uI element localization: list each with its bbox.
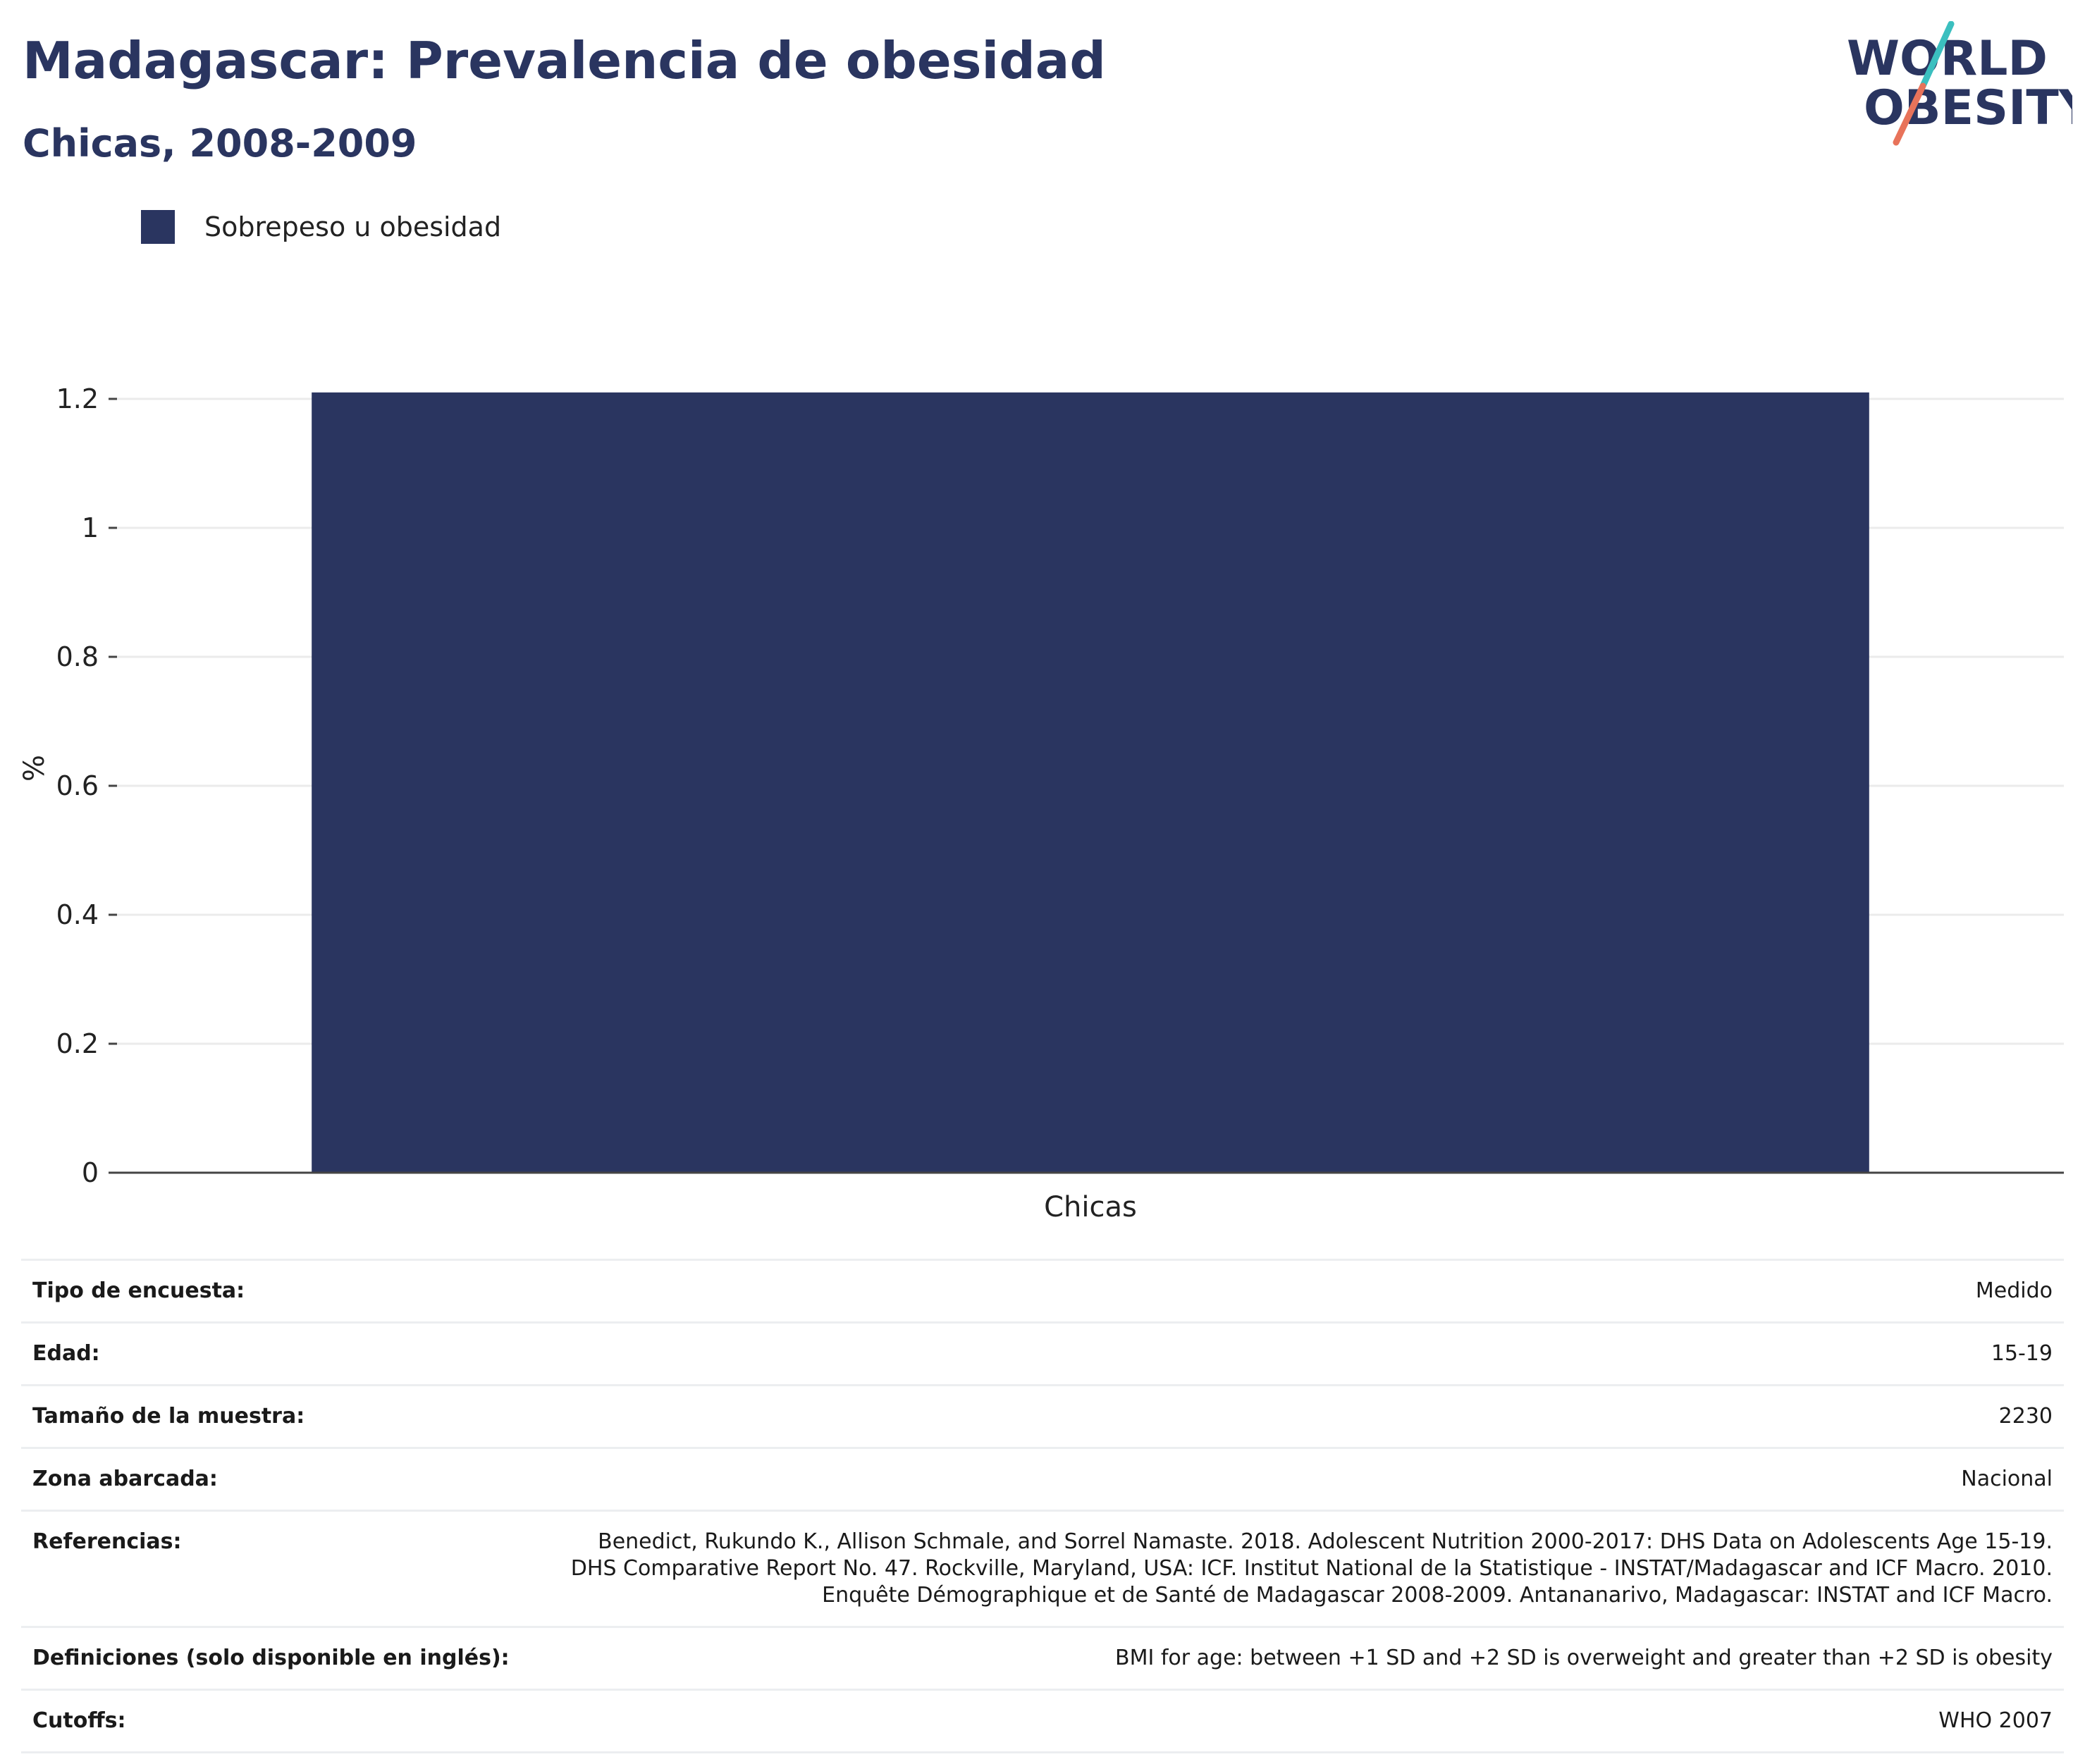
info-value: 2230 xyxy=(1998,1404,2053,1429)
y-tick-label: 0 xyxy=(82,1157,99,1188)
chart-title: Madagascar: Prevalencia de obesidad xyxy=(23,31,1106,90)
bars xyxy=(312,392,1869,1173)
info-value: WHO 2007 xyxy=(1938,1708,2053,1733)
y-tick-label: 0.2 xyxy=(56,1028,99,1059)
chart-subtitle: Chicas, 2008-2009 xyxy=(23,121,417,166)
info-label: Edad: xyxy=(32,1341,100,1366)
info-value: 15-19 xyxy=(1991,1341,2053,1366)
world-obesity-logo: WORLD OBESITY xyxy=(1847,21,2072,146)
info-row: Referencias: Benedict, Rukundo K., Alliso… xyxy=(21,1510,2064,1627)
axes: 0 0.2 0.4 0.6 0.8 1 1.2 Chicas xyxy=(56,383,2064,1223)
y-axis-label: % xyxy=(18,755,51,782)
info-label: Tipo de encuesta: xyxy=(32,1278,245,1303)
info-value: BMI for age: between +1 SD and +2 SD is … xyxy=(1115,1646,2053,1670)
x-tick-label: Chicas xyxy=(1044,1191,1137,1223)
logo-line2: OBESITY xyxy=(1864,80,2072,136)
y-tick-label: 1 xyxy=(82,512,99,543)
info-value: Nacional xyxy=(1961,1467,2053,1491)
info-label: Cutoffs: xyxy=(32,1708,126,1733)
info-row: Edad: 15-19 xyxy=(21,1322,2064,1386)
info-label: Definiciones (solo disponible en inglés)… xyxy=(32,1646,510,1670)
info-value: Medido xyxy=(1975,1278,2053,1303)
info-row: Zona abarcada: Nacional xyxy=(21,1448,2064,1511)
info-row: Tamaño de la muestra: 2230 xyxy=(21,1385,2064,1448)
legend-label: Sobrepeso u obesidad xyxy=(204,211,502,242)
y-tick-label: 0.4 xyxy=(56,899,99,930)
logo-slash-top xyxy=(1919,21,1955,90)
info-row: Tipo de encuesta: Medido xyxy=(21,1259,2064,1323)
info-row: Cutoffs: WHO 2007 xyxy=(21,1689,2064,1753)
info-label: Tamaño de la muestra: xyxy=(32,1404,305,1429)
legend-swatch xyxy=(141,210,175,244)
info-value: Benedict, Rukundo K., Allison Schmale, a… xyxy=(570,1529,2053,1608)
y-tick-label: 0.6 xyxy=(56,770,99,801)
bar-chicas[interactable] xyxy=(312,392,1869,1173)
info-row: Definiciones (solo disponible en inglés)… xyxy=(21,1627,2064,1690)
y-tick-label: 0.8 xyxy=(56,641,99,672)
logo-slash-bottom xyxy=(1893,82,1926,146)
y-tick-label: 1.2 xyxy=(56,383,99,414)
info-label: Zona abarcada: xyxy=(32,1467,218,1491)
logo-line1: WORLD xyxy=(1847,31,2048,87)
legend[interactable]: Sobrepeso u obesidad xyxy=(141,210,501,244)
survey-info-table: Tipo de encuesta: Medido Edad: 15-19 Tamaño … xyxy=(21,1259,2064,1753)
bar-chart: 0 0.2 0.4 0.6 0.8 1 1.2 Chicas % xyxy=(18,383,2064,1223)
info-label: Referencias: xyxy=(32,1529,182,1554)
